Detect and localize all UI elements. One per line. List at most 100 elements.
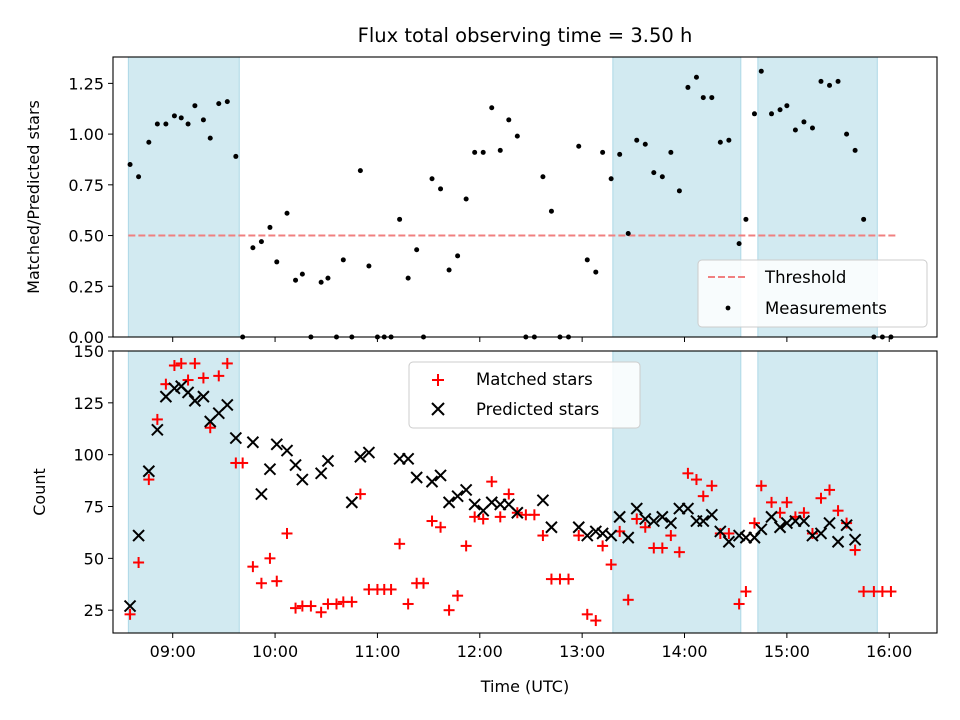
measurement-point: [769, 111, 775, 117]
marker-stroke: [468, 498, 481, 511]
marker-stroke: [656, 510, 669, 524]
predicted-star-marker: [123, 599, 137, 613]
measurement-point: [818, 78, 824, 84]
marker-stroke: [848, 533, 862, 546]
matched-star-marker: [271, 575, 283, 587]
x-tick-label: 13:00: [559, 642, 605, 661]
marker-stroke: [132, 529, 145, 542]
predicted-star-marker: [840, 518, 853, 532]
bottom-legend: Matched stars Predicted stars: [408, 361, 641, 429]
predicted-star-marker: [181, 386, 195, 399]
measurement-point: [506, 117, 512, 123]
matched-star-marker: [682, 467, 694, 479]
predicted-star-marker: [604, 529, 618, 542]
measurement-point: [429, 176, 435, 182]
top-legend: Threshold Measurements: [697, 259, 928, 328]
measurement-point: [751, 111, 757, 117]
bottom-x-ticks: 09:00 10:00 11:00 12:00 13:00 14:00 15:00 16:00: [150, 633, 912, 661]
matched-star-marker: [766, 496, 778, 508]
matched-star-marker: [690, 474, 702, 486]
measurement-point: [514, 133, 520, 139]
measurement-point: [576, 143, 582, 149]
marker-stroke: [545, 521, 558, 534]
top-axes-frame: [112, 56, 938, 338]
x-tick-label: 14:00: [661, 642, 707, 661]
matched-star-marker: [133, 557, 145, 568]
predicted-star-marker: [732, 529, 746, 542]
predicted-star-marker: [755, 523, 768, 536]
matched-star-marker: [815, 492, 827, 504]
matched-star-marker: [330, 598, 342, 610]
measurement-point: [438, 186, 444, 192]
predicted-star-marker: [229, 431, 243, 445]
matched-star-marker: [697, 490, 709, 502]
marker-stroke: [123, 599, 137, 613]
predicted-star-marker: [714, 525, 727, 538]
measurement-point: [835, 78, 841, 84]
matched-star-marker: [221, 357, 233, 369]
matched-star-marker: [706, 480, 718, 492]
measurement-point: [250, 245, 256, 251]
measurement-point: [325, 275, 331, 281]
measurement-point: [634, 137, 640, 143]
matched-star-marker: [124, 608, 136, 620]
marker-stroke: [613, 510, 626, 524]
measurement-point: [299, 271, 305, 277]
matched-star-marker: [494, 511, 506, 523]
x-tick-label: 15:00: [764, 642, 810, 661]
matched-star-marker: [281, 527, 293, 539]
y-tick-label: 0.25: [68, 277, 104, 296]
predicted-star-marker: [613, 510, 626, 524]
matched-star-marker: [346, 596, 358, 608]
measurement-point: [726, 137, 732, 143]
measurement-point: [366, 263, 372, 269]
matched-star-marker: [858, 586, 870, 598]
matched-star-marker: [417, 577, 429, 589]
predicted-star-marker: [345, 496, 359, 509]
measurement-point: [192, 103, 198, 109]
measurement-point: [625, 231, 631, 237]
predicted-star-marker: [765, 510, 778, 524]
predicted-star-marker: [468, 498, 481, 511]
marker-stroke: [181, 386, 195, 399]
predicted-star-marker: [132, 529, 145, 542]
matched-star-marker: [189, 357, 201, 369]
measurement-point: [163, 121, 169, 127]
predicted-star-marker: [814, 527, 828, 540]
predicted-star-marker: [151, 423, 164, 437]
matched-star-marker: [151, 413, 163, 425]
predicted-star-marker: [831, 535, 845, 548]
measurements-legend-swatch: [725, 305, 731, 311]
threshold-legend-label: Threshold: [764, 268, 846, 287]
marker-stroke: [459, 483, 473, 497]
predicted-star-marker: [314, 467, 328, 480]
predicted-star-marker: [197, 390, 210, 403]
predicted-star-marker: [589, 525, 603, 538]
predicted-star-marker: [442, 496, 456, 509]
top-y-ticks: 0.00 0.25 0.50 0.75 1.00 1.25: [68, 74, 113, 347]
predicted-star-marker: [451, 489, 464, 503]
marker-stroke: [175, 380, 188, 393]
marker-stroke: [748, 531, 761, 544]
predicted-star-marker: [823, 516, 836, 530]
predicted-star-marker: [425, 475, 439, 488]
predicted-star-marker: [221, 398, 234, 412]
top-x-ticks: [172, 337, 890, 342]
marker-stroke: [622, 531, 635, 544]
measurement-point: [584, 257, 590, 263]
matched-star-marker: [477, 513, 489, 525]
measurement-point: [777, 107, 783, 113]
marker-stroke: [188, 394, 202, 407]
predicted-star-marker: [848, 533, 862, 546]
predicted-star-marker: [722, 535, 736, 548]
marker-stroke: [823, 516, 836, 530]
matched-star-marker: [197, 372, 209, 384]
marker-stroke: [401, 452, 415, 466]
matched-star-points: [124, 357, 897, 627]
marker-stroke: [314, 467, 328, 480]
measurement-point: [233, 153, 239, 159]
matched-legend-label: Matched stars: [476, 370, 593, 389]
observing-band: [757, 350, 878, 634]
measurement-point: [154, 121, 160, 127]
matched-star-marker: [622, 594, 634, 606]
